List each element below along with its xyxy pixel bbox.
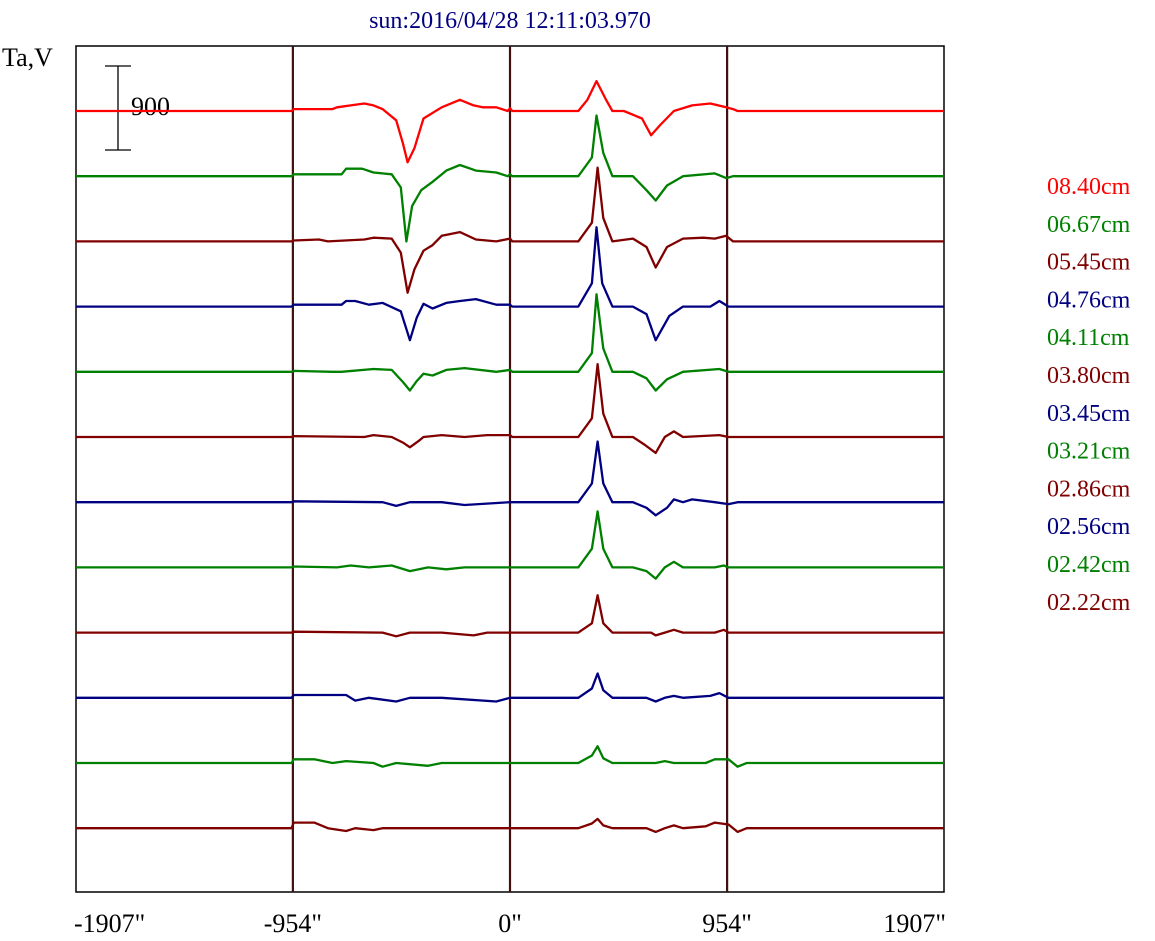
series-line-03.21cm <box>76 510 944 580</box>
x-tick-label: -954" <box>264 909 322 938</box>
series-line-04.11cm <box>76 293 944 392</box>
series-line-05.45cm <box>76 166 944 294</box>
series-line-02.86cm <box>76 594 944 638</box>
series-line-06.67cm <box>76 114 944 243</box>
chart-title: sun:2016/04/28 12:11:03.970 <box>369 8 651 34</box>
legend-entry: 02.56cm <box>1047 514 1131 540</box>
scale-bar-label: 900 <box>131 92 170 121</box>
series-line-04.76cm <box>76 226 944 342</box>
legend-entry: 03.80cm <box>1047 363 1131 389</box>
x-tick-labels: -1907" -954" 0" 954" 1907" <box>74 909 946 938</box>
vertical-markers <box>291 46 729 892</box>
legend-entry: 06.67cm <box>1047 212 1131 238</box>
legend-entry: 05.45cm <box>1047 250 1131 276</box>
legend-entry: 03.45cm <box>1047 401 1131 427</box>
legend: 08.40cm 06.67cm 05.45cm 04.76cm 04.11cm 03.80… <box>1047 174 1131 616</box>
y-axis-label: Ta,V <box>2 43 53 72</box>
x-tick-label: -1907" <box>74 909 145 938</box>
legend-entry: 04.11cm <box>1047 325 1130 351</box>
series-line-02.56cm <box>76 672 944 703</box>
legend-entry: 08.40cm <box>1047 174 1131 200</box>
legend-entry: 02.42cm <box>1047 552 1131 578</box>
series-line-03.80cm <box>76 363 944 455</box>
legend-entry: 02.86cm <box>1047 476 1131 502</box>
series-line-02.22cm <box>76 817 944 834</box>
scale-bar: 900 <box>105 65 170 151</box>
series-layer <box>76 79 944 834</box>
x-tick-label: 1907" <box>883 909 946 938</box>
series-line-02.42cm <box>76 745 944 768</box>
series-line-03.45cm <box>76 440 944 517</box>
legend-entry: 04.76cm <box>1047 287 1131 313</box>
legend-entry: 02.22cm <box>1047 590 1131 616</box>
series-line-08.40cm <box>76 79 944 164</box>
x-tick-label: 0" <box>498 909 522 938</box>
x-tick-label: 954" <box>702 909 752 938</box>
legend-entry: 03.21cm <box>1047 439 1131 465</box>
